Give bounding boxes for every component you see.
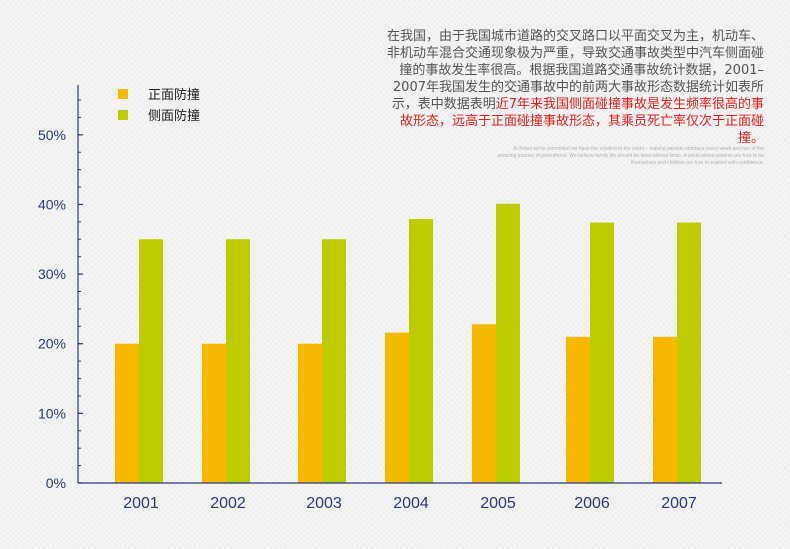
y-tick-label: 10% [38,405,66,421]
bars [115,203,701,483]
legend-swatch-side [118,109,128,120]
x-tick-label: 2004 [393,495,429,512]
x-tick-label: 2003 [306,495,342,512]
x-tick-label: 2001 [123,495,159,512]
legend-swatch-frontal [118,88,128,99]
y-tick-label: 0% [46,475,66,491]
bar-frontal-2002 [202,343,226,483]
bar-side-2001 [139,239,163,483]
fine-print-text: At Britax we're committed we have the so… [497,146,764,166]
bar-side-2005 [496,203,520,483]
legend-item-frontal: 正面防撞 [118,83,200,104]
y-tick-label: 30% [38,266,66,282]
y-tick-label: 50% [38,127,66,143]
bar-side-2003 [322,239,346,483]
description-text: 在我国，由于我国城市道路的交叉路口以平面交叉为主，机动车、非机动车混合交通现象极… [384,28,764,147]
bar-frontal-2005 [472,324,496,483]
bar-frontal-2001 [115,343,139,483]
legend-label-frontal: 正面防撞 [148,88,201,103]
legend-item-side: 侧面防撞 [118,104,200,125]
description-normal: 在我国，由于我国城市道路的交叉路口以平面交叉为主，机动车、非机动车混合交通现象极… [386,29,764,112]
bar-frontal-2007 [653,336,677,483]
bar-side-2002 [226,239,250,483]
y-tick-label: 40% [38,196,66,212]
legend-label-side: 侧面防撞 [148,109,201,124]
x-tick-label: 2006 [574,495,610,512]
x-tick-label: 2002 [210,495,246,512]
bar-frontal-2004 [385,332,409,483]
bar-frontal-2003 [298,343,322,483]
y-axis: 0% 10% 20% 30% 40% 50% [38,85,83,491]
bar-side-2007 [677,222,701,483]
bar-side-2004 [409,219,433,483]
description-highlight: 近7年来我国侧面碰撞事故是发生频率很高的事故形态，远高于正面碰撞事故形态，其乘员… [399,97,764,146]
chart-legend: 正面防撞 侧面防撞 [118,83,200,125]
x-tick-label: 2005 [480,495,516,512]
bar-side-2006 [590,222,614,483]
bar-frontal-2006 [566,336,590,483]
y-tick-label: 20% [38,336,66,352]
x-tick-label: 2007 [661,495,697,512]
x-axis: 2001 2002 2003 2004 2005 2006 2007 [78,482,722,512]
